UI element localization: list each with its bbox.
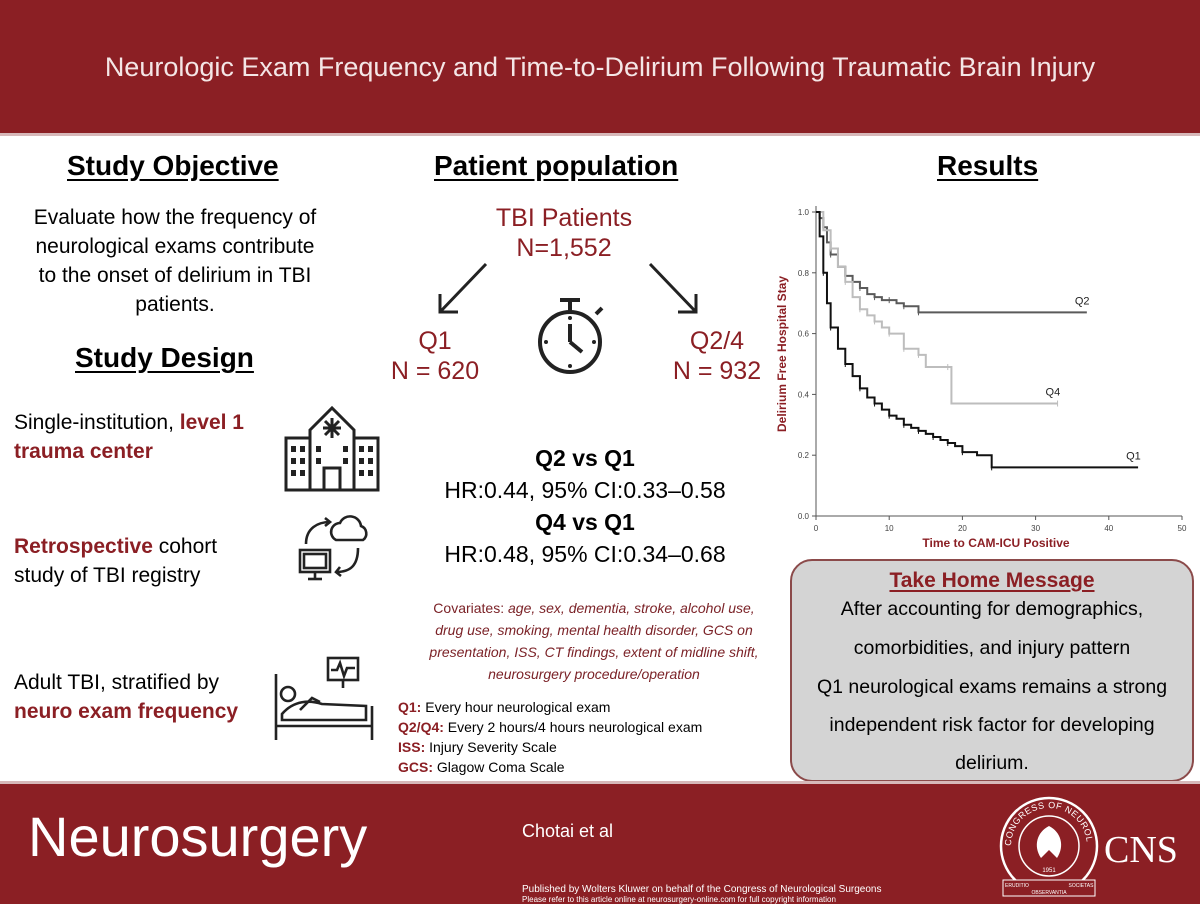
chart-x-tick-label: 30 xyxy=(1031,524,1040,533)
chart-x-tick-label: 0 xyxy=(814,524,819,533)
objective-text: Evaluate how the frequency of neurologic… xyxy=(0,203,350,319)
kaplan-meier-chart: 0 10 20 30 40 50 0.0 0.2 0.4 0.6 0.8 1.0 Q2 Q4 Q1 Tim… xyxy=(772,194,1192,554)
q1-label: Q1 xyxy=(418,327,452,355)
cns-wordmark: CNS xyxy=(1104,829,1178,871)
definition-text: Every 2 hours/4 hours neurological exam xyxy=(443,719,703,735)
q24-group: Q2/4 N = 932 xyxy=(662,326,772,386)
seal-year: 1951 xyxy=(1042,868,1056,874)
q1-n: N = 620 xyxy=(390,357,480,385)
covariates-text: age, sex, dementia, stroke, alcohol use, xyxy=(508,600,755,616)
chart-y-tick-label: 0.4 xyxy=(798,390,810,399)
take-home-line: comorbidities, and injury pattern xyxy=(853,637,1131,659)
chart-x-axis-label: Time to CAM-ICU Positive xyxy=(922,536,1069,550)
hospital-icon xyxy=(284,405,380,492)
population-total: TBI Patients N=1,552 xyxy=(464,203,664,263)
design-text: study of TBI registry xyxy=(14,564,201,587)
objective-heading: Study Objective xyxy=(67,150,279,181)
definitions-list: Q1: Every hour neurological exam Q2/Q4: … xyxy=(398,697,702,777)
seal-motto: OBSERVANTIA xyxy=(1031,890,1067,896)
comparison-q4-q1: Q4 vs Q1 xyxy=(535,509,635,535)
journal-name: Neurosurgery xyxy=(28,805,368,868)
poster-title: Neurologic Exam Frequency and Time-to-De… xyxy=(104,52,1096,82)
take-home-line: delirium. xyxy=(955,752,1029,774)
design-highlight: neuro exam frequency xyxy=(14,700,239,723)
km-curve-q1 xyxy=(816,211,1139,469)
authors: Chotai et al xyxy=(522,821,614,841)
cns-seal-logo: CONGRESS OF NEUROLOGICAL SURGEONS 1951 E… xyxy=(997,792,1099,897)
take-home-box: Take Home Message After accounting for d… xyxy=(790,559,1194,782)
definition-item: ISS: Injury Severity Scale xyxy=(398,737,702,757)
chart-y-axis-label: Delirium Free Hospital Stay xyxy=(775,276,789,432)
seal-motto: SOCIETAS xyxy=(1069,883,1095,889)
q1-group: Q1 N = 620 xyxy=(380,326,490,386)
hr-q4-q1: HR:0.48, 95% CI:0.34–0.68 xyxy=(444,541,726,567)
arrow-left-down-icon xyxy=(438,262,488,314)
covariates-text: drug use, smoking, mental health disorde… xyxy=(435,622,753,638)
population-heading: Patient population xyxy=(434,150,679,181)
definition-text: Injury Severity Scale xyxy=(425,739,557,755)
covariates-label: Covariates: xyxy=(433,600,508,616)
computer-cloud-icon xyxy=(298,515,368,581)
design-highlight: Retrospective xyxy=(14,535,153,558)
design-highlight: level 1 xyxy=(179,411,244,434)
take-home-title: Take Home Message xyxy=(889,569,1095,592)
q24-n: N = 932 xyxy=(672,357,762,385)
take-home-line: independent risk factor for developing xyxy=(829,714,1155,736)
objective-line: patients. xyxy=(135,293,215,316)
chart-x-tick-label: 50 xyxy=(1178,524,1187,533)
definition-term: GCS: xyxy=(398,759,433,775)
definition-text: Every hour neurological exam xyxy=(421,699,611,715)
covariates-text: neurosurgery procedure/operation xyxy=(488,666,700,682)
take-home-line: Q1 neurological exams remains a strong xyxy=(816,676,1168,698)
chart-x-tick-label: 10 xyxy=(885,524,894,533)
design-heading: Study Design xyxy=(75,342,254,373)
covariates: Covariates: age, sex, dementia, stroke, … xyxy=(394,597,794,685)
title-banner: Neurologic Exam Frequency and Time-to-De… xyxy=(0,0,1200,136)
population-total-label: TBI Patients xyxy=(495,204,633,232)
objective-line: neurological exams contribute xyxy=(35,235,315,258)
take-home-line: After accounting for demographics, xyxy=(840,598,1144,620)
definition-term: Q2/Q4: xyxy=(398,719,444,735)
definition-item: GCS: Glagow Coma Scale xyxy=(398,757,702,777)
design-text: cohort xyxy=(152,535,218,558)
hr-q2-q1: HR:0.44, 95% CI:0.33–0.58 xyxy=(444,477,726,503)
covariates-text: presentation, ISS, CT findings, extent o… xyxy=(429,644,759,660)
comparison-q2-q1: Q2 vs Q1 xyxy=(535,445,635,471)
arrow-right-down-icon xyxy=(648,262,698,314)
population-total-n: N=1,552 xyxy=(516,234,612,262)
definition-term: ISS: xyxy=(398,739,426,755)
chart-x-tick-label: 40 xyxy=(1104,524,1113,533)
chart-y-tick-label: 0.2 xyxy=(798,451,810,460)
results-heading: Results xyxy=(937,150,1039,181)
chart-x-tick-label: 20 xyxy=(958,524,967,533)
q24-label: Q2/4 xyxy=(689,327,745,355)
chart-y-tick-label: 1.0 xyxy=(798,208,810,217)
chart-y-tick-label: 0.0 xyxy=(798,512,810,521)
definition-item: Q2/Q4: Every 2 hours/4 hours neurologica… xyxy=(398,717,702,737)
design-text: Single-institution, xyxy=(14,411,180,434)
design-item-stratified: Adult TBI, stratified by neuro exam freq… xyxy=(14,668,238,726)
design-highlight: trauma center xyxy=(14,440,153,463)
chart-y-tick-label: 0.6 xyxy=(798,330,810,339)
design-text: Adult TBI, stratified by xyxy=(14,671,220,694)
stopwatch-icon xyxy=(538,298,604,374)
chart-y-tick-label: 0.8 xyxy=(798,269,810,278)
copyright-note: Please refer to this article online at n… xyxy=(522,895,836,904)
definition-term: Q1: xyxy=(398,699,422,715)
km-series-label: Q2 xyxy=(1075,295,1090,307)
footer-banner: Neurosurgery Chotai et al Published by W… xyxy=(0,781,1200,904)
objective-line: Evaluate how the frequency of xyxy=(33,206,317,229)
publisher-note: Published by Wolters Kluwer on behalf of… xyxy=(522,884,882,895)
seal-motto: ERUDITIO xyxy=(1005,883,1029,889)
objective-line: to the onset of delirium in TBI xyxy=(38,264,312,287)
km-series-label: Q1 xyxy=(1126,450,1141,462)
patient-bed-icon xyxy=(274,656,374,740)
design-item-institution: Single-institution, level 1 trauma cente… xyxy=(14,408,244,466)
definition-text: Glagow Coma Scale xyxy=(433,759,565,775)
hazard-ratios: Q2 vs Q1 HR:0.44, 95% CI:0.33–0.58 Q4 vs… xyxy=(400,442,770,570)
definition-item: Q1: Every hour neurological exam xyxy=(398,697,702,717)
design-item-retrospective: Retrospective cohort study of TBI regist… xyxy=(14,532,217,590)
km-series-label: Q4 xyxy=(1046,387,1061,399)
